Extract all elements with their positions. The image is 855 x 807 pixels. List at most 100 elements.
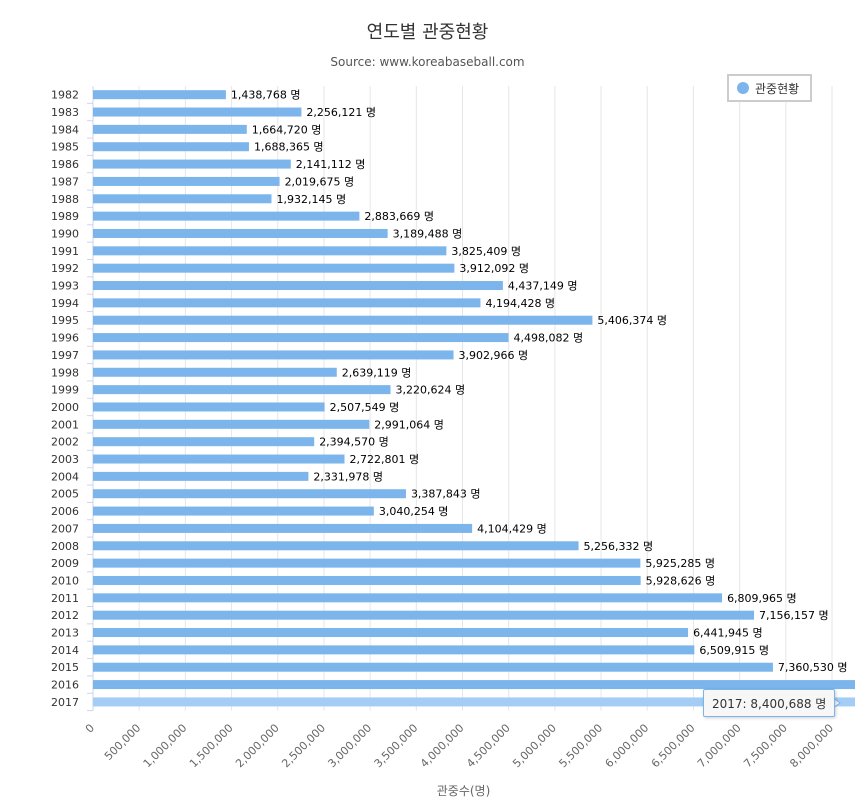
x-tick-label: 7,000,000 <box>695 722 744 771</box>
data-label: 3,220,624 명 <box>396 384 466 397</box>
data-label: 3,912,092 명 <box>459 262 529 275</box>
data-label: 3,825,409 명 <box>451 245 521 258</box>
y-tick-label: 2011 <box>51 592 79 605</box>
bar <box>93 142 249 152</box>
y-tick-label: 1997 <box>51 349 79 362</box>
data-label: 5,928,626 명 <box>646 574 716 587</box>
x-tick-label: 0 <box>83 722 97 736</box>
data-label: 3,040,254 명 <box>379 505 449 518</box>
y-tick-label: 1984 <box>51 123 79 136</box>
x-tick-label: 6,000,000 <box>603 722 652 771</box>
y-tick-label: 1995 <box>51 314 79 327</box>
data-label: 2,507,549 명 <box>330 401 400 414</box>
y-tick-label: 2005 <box>51 488 79 501</box>
x-tick-label: 4,000,000 <box>418 722 467 771</box>
data-label: 1,664,720 명 <box>252 123 322 136</box>
legend-marker <box>737 82 749 94</box>
x-tick-label: 5,000,000 <box>510 722 559 771</box>
data-label: 4,194,428 명 <box>485 297 555 310</box>
y-tick-label: 2004 <box>51 470 79 483</box>
y-tick-label: 2014 <box>51 644 79 657</box>
bar <box>93 107 302 117</box>
y-tick-label: 1987 <box>51 175 79 188</box>
y-tick-label: 2001 <box>51 418 79 431</box>
y-tick-label: 2000 <box>51 401 79 414</box>
x-tick-label: 8,000,000 <box>787 722 836 771</box>
data-label: 4,437,149 명 <box>508 280 578 293</box>
bar <box>93 298 481 308</box>
y-tick-label: 2013 <box>51 627 79 640</box>
bar <box>93 315 593 325</box>
bar <box>93 402 325 412</box>
bar <box>93 263 455 273</box>
y-tick-label: 1996 <box>51 332 79 345</box>
bar <box>93 662 773 672</box>
y-tick-label: 2017 <box>51 696 79 709</box>
bar <box>93 680 855 690</box>
bar <box>93 454 345 464</box>
y-tick-label: 1994 <box>51 297 79 310</box>
y-tick-label: 1988 <box>51 193 79 206</box>
bar <box>93 506 374 516</box>
bar <box>93 628 689 638</box>
x-tick-label: 7,500,000 <box>741 722 790 771</box>
y-tick-label: 1990 <box>51 227 79 240</box>
y-tick-label: 1982 <box>51 89 79 102</box>
data-label: 3,387,843 명 <box>411 488 481 501</box>
legend-label: 관중현황 <box>755 81 800 96</box>
y-tick-label: 2007 <box>51 522 79 535</box>
bar <box>93 90 226 100</box>
data-label: 5,925,285 명 <box>645 557 715 570</box>
data-label: 2,394,570 명 <box>319 436 389 449</box>
data-label: 1,688,365 명 <box>254 141 324 154</box>
y-tick-label: 1986 <box>51 158 79 171</box>
y-tick-label: 2006 <box>51 505 79 518</box>
y-tick-label: 1998 <box>51 366 79 379</box>
data-label: 2,141,112 명 <box>296 158 366 171</box>
bar <box>93 697 855 707</box>
y-tick-label: 2015 <box>51 661 79 674</box>
x-tick-label: 5,500,000 <box>556 722 605 771</box>
data-label: 2,991,064 명 <box>374 418 444 431</box>
data-label: 2,722,801 명 <box>350 453 420 466</box>
data-label: 2,883,669 명 <box>364 210 434 223</box>
bar <box>93 419 370 429</box>
y-tick-label: 1983 <box>51 106 79 119</box>
data-label: 1,438,768 명 <box>231 89 301 102</box>
x-tick-label: 4,500,000 <box>464 722 513 771</box>
data-label: 7,156,157 명 <box>759 609 829 622</box>
data-label: 3,902,966 명 <box>459 349 529 362</box>
y-tick-label: 2012 <box>51 609 79 622</box>
bar <box>93 558 641 568</box>
data-label: 7,360,530 명 <box>778 661 848 674</box>
y-tick-label: 1985 <box>51 141 79 154</box>
bar <box>93 385 391 395</box>
data-label: 4,104,429 명 <box>477 522 547 535</box>
bar <box>93 541 579 551</box>
data-label: 4,498,082 명 <box>514 332 584 345</box>
bar <box>93 159 291 169</box>
y-tick-label: 1992 <box>51 262 79 275</box>
bar <box>93 228 388 238</box>
data-label: 5,406,374 명 <box>597 314 667 327</box>
data-label: 6,441,945 명 <box>693 627 763 640</box>
y-tick-label: 1999 <box>51 384 79 397</box>
data-label: 1,932,145 명 <box>276 193 346 206</box>
bar <box>93 523 473 533</box>
data-label: 6,809,965 명 <box>727 592 797 605</box>
y-tick-label: 2008 <box>51 540 79 553</box>
x-tick-label: 3,500,000 <box>372 722 421 771</box>
data-label: 2,256,121 명 <box>306 106 376 119</box>
bar <box>93 176 280 186</box>
x-axis-title: 관중수(명) <box>437 784 491 798</box>
legend[interactable]: 관중현황 <box>727 74 812 102</box>
x-tick-label: 6,500,000 <box>649 722 698 771</box>
data-label: 2,019,675 명 <box>285 175 355 188</box>
y-tick-label: 2016 <box>51 679 79 692</box>
bar <box>93 489 406 499</box>
data-label: 2,331,978 명 <box>313 470 383 483</box>
bar <box>93 246 447 256</box>
bar <box>93 575 641 585</box>
